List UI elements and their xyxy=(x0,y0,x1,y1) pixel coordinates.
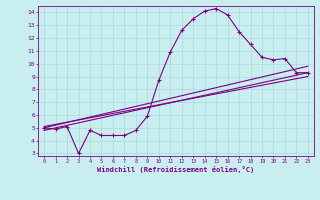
X-axis label: Windchill (Refroidissement éolien,°C): Windchill (Refroidissement éolien,°C) xyxy=(97,166,255,173)
